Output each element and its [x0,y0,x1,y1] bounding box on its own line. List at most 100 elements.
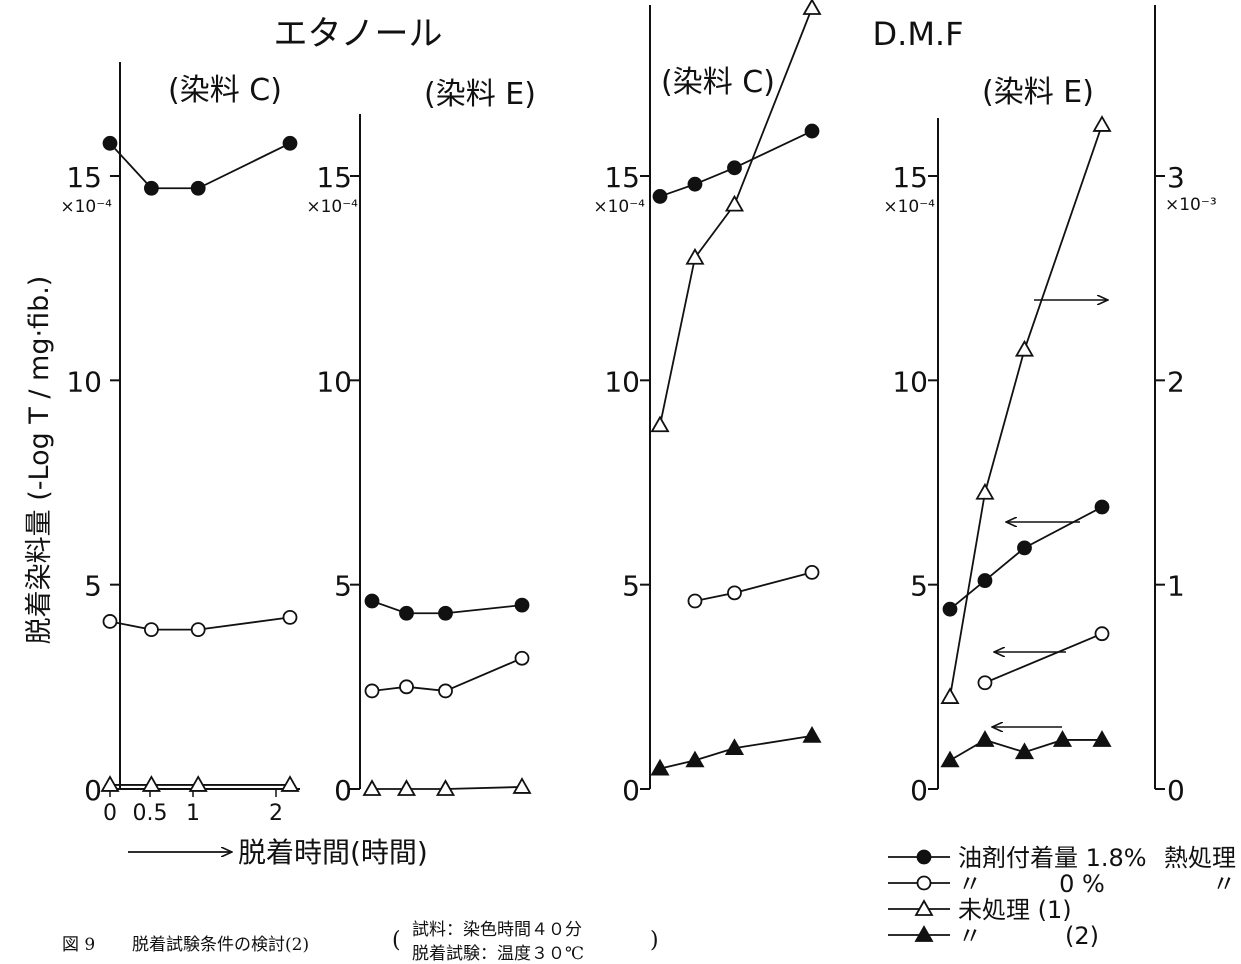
data-point-filled-triangle [724,738,745,756]
x-tick-label: 0 [103,801,117,826]
axis-indicator-arrows [992,300,1108,727]
series-line-filled-circle [659,130,813,198]
right-tick-label: 0 [1167,774,1185,807]
solvent-label-ethanol: エタノール [274,14,443,54]
data-point-open-circle [143,622,159,638]
data-point-open-triangle [1092,115,1112,132]
data-point-open-triangle [802,0,822,15]
data-point-filled-circle [727,160,742,176]
data-point-filled-triangle [1092,730,1112,747]
y-tick-label: 5 [910,570,928,603]
data-point-open-circle [282,609,298,625]
panel-ethanol-dye-c: (染料 C) 0 5 10 15 ×10⁻⁴ 0 0.5 1 2 [60,62,300,826]
data-point-filled-circle [399,605,414,621]
data-point-open-triangle [685,247,705,265]
caption-paren-close: ) [650,928,659,953]
data-point-filled-circle [102,135,118,151]
series-line-filled-circle [371,600,523,615]
data-point-filled-circle [652,189,668,204]
y-tick-label: 0 [84,774,102,807]
y-tick-label: 0 [910,774,928,807]
data-point-open-triangle [362,779,382,796]
data-point-filled-circle [190,180,206,196]
panel-title: (染料 C) [168,73,282,108]
legend-marker-filled-triangle [914,925,934,942]
legend-extra: 熱処理 [1164,844,1236,872]
y-multiplier: ×10⁻⁴ [60,197,112,217]
caption-condition-sample: 試料：染色時間４０分 [412,920,582,940]
legend-label: 未処理 (1) [958,896,1072,924]
data-point-open-triangle [512,777,532,794]
data-point-open-circle [102,614,118,629]
y-tick-label: 15 [316,161,352,194]
panel-title: (染料 E) [982,75,1094,110]
data-point-open-triangle [940,687,960,704]
y-tick-label: 5 [334,570,352,603]
y-tick-label: 0 [622,774,640,807]
y-axis-label: 脱着染料量 (-Log T / mg·fib.) [24,276,55,645]
data-point-filled-circle [804,123,820,139]
data-point-filled-triangle [685,750,705,768]
data-point-open-triangle [188,775,208,792]
data-point-open-circle [190,622,206,638]
data-point-open-circle [687,593,703,609]
y-tick-label: 15 [66,161,102,194]
data-point-open-triangle [975,482,995,500]
solvent-label-dmf: D.M.F [873,15,964,53]
data-point-open-triangle [724,194,745,212]
x-tick-label: 0.5 [133,801,168,826]
panel-title: (染料 C) [661,65,775,100]
data-point-filled-triangle [650,758,670,776]
series-line-filled-circle [949,506,1103,610]
y-tick-label: 5 [622,570,640,603]
y-multiplier: ×10⁻⁴ [883,197,935,217]
data-point-open-circle [727,585,742,601]
data-point-filled-circle [942,601,958,617]
series-line-open-circle [984,632,1103,684]
data-point-open-triangle [100,775,120,792]
legend-label: 〃 [958,870,982,898]
series-line-open-circle [694,571,813,602]
data-point-open-triangle [435,779,456,796]
y-tick-label: 5 [84,570,102,603]
legend-marker-open-triangle [914,899,934,916]
caption-number: 図 9 [62,935,96,955]
data-point-open-triangle [280,775,300,792]
data-point-filled-circle [1094,499,1110,515]
data-point-filled-circle [1017,540,1032,556]
y-tick-label: 10 [66,365,102,398]
data-point-filled-triangle [1052,730,1073,747]
x-axis-label: 脱着時間(時間) [238,836,428,869]
legend: 油剤付着量 1.8% 熱処理〃 0 % 〃未処理 (1)〃 (2) [888,844,1236,950]
data-point-filled-circle [143,180,159,196]
series-line-open-circle [371,657,523,692]
data-point-open-circle [1094,626,1110,642]
y-tick-label: 15 [604,161,640,194]
legend-label: 油剤付着量 1.8% [958,844,1147,872]
data-point-open-circle [438,683,453,699]
data-point-filled-triangle [940,750,960,768]
panel-dmf-dye-c: (染料 C) 0 5 10 15 ×10⁻⁴ [593,0,822,807]
right-multiplier: ×10⁻³ [1165,195,1217,215]
right-tick-label: 3 [1167,161,1185,194]
legend-mid: 0 % [1059,870,1105,898]
legend-marker-filled-circle [916,849,932,865]
data-point-filled-circle [687,176,703,192]
panel-title: (染料 E) [424,77,536,112]
data-point-open-triangle [396,779,417,796]
data-point-filled-circle [514,597,530,613]
y-tick-label: 10 [892,365,928,398]
data-point-filled-circle [282,135,298,151]
x-tick-label: 1 [186,801,200,826]
data-point-open-circle [514,650,530,666]
data-point-filled-triangle [1014,742,1035,760]
caption-paren-open: ( [392,928,401,953]
y-multiplier: ×10⁻⁴ [593,197,645,217]
data-point-filled-triangle [975,730,995,747]
panel-ethanol-dye-e: (染料 E) 0 5 10 15 ×10⁻⁴ [306,77,536,807]
series-line-filled-circle [109,142,291,190]
series-line-open-triangle [949,124,1103,698]
data-point-open-circle [977,675,993,691]
y-tick-label: 15 [892,161,928,194]
data-point-open-circle [399,679,414,695]
